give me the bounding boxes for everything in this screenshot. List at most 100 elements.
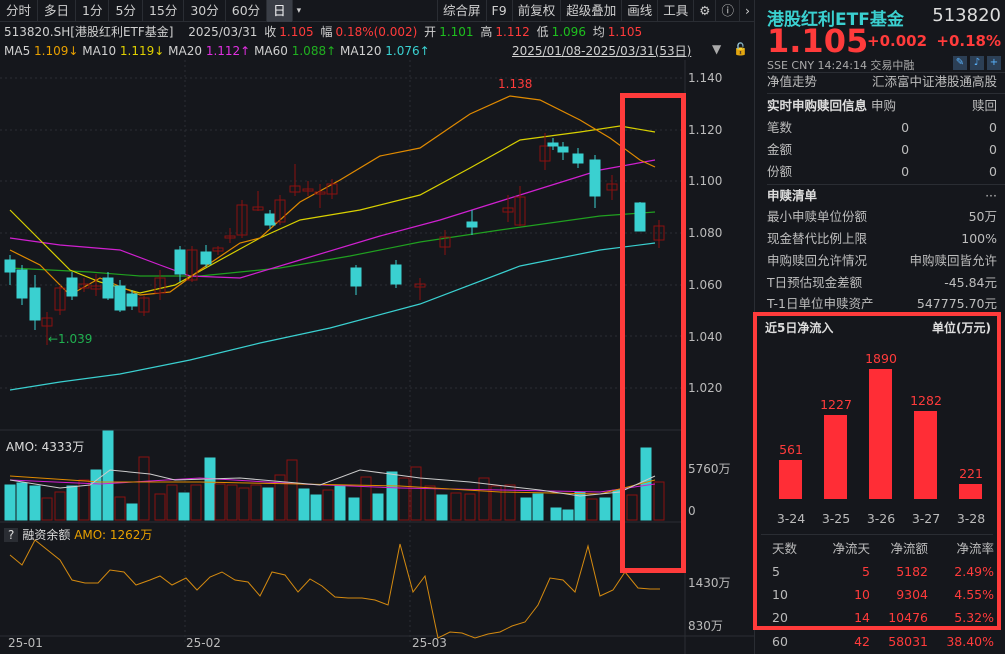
ma20-value: 1.112↑ [205, 44, 251, 58]
tab-5min[interactable]: 5分 [109, 0, 143, 22]
cell: 58031 [888, 634, 928, 649]
adjust-button[interactable]: 前复权 [511, 0, 561, 22]
ma5-value: 1.109↓ [34, 44, 79, 58]
nav-label: 净值走势 [767, 74, 818, 89]
kline-chart[interactable]: 1.138 ←1.039 [0, 60, 755, 654]
y-tick: 1.060 [688, 278, 723, 292]
fin-y-tick: 1430万 [688, 576, 731, 590]
row-label: 申购赎回允许情况 [767, 253, 868, 268]
tab-60min[interactable]: 60分 [226, 0, 268, 22]
value: 0 [989, 164, 997, 179]
inflow-value: 221 [959, 465, 983, 481]
cell: 20 [772, 610, 788, 625]
nav-row[interactable]: 净值走势 汇添富中证港股通高股 [767, 72, 997, 92]
lock-icon[interactable]: 🔓 [733, 42, 748, 56]
bell-icon[interactable]: ♪ [970, 56, 984, 70]
financing-label: 融资余额 [22, 528, 71, 542]
net-inflow-panel: 近5日净流入 单位(万元) 561 3-24 1227 3-25 1890 3-26 128… [753, 312, 1001, 630]
realtime-header: 实时申购赎回信息 [767, 98, 868, 113]
row-label: 笔数 [767, 120, 793, 135]
ma5-label: MA5 [4, 44, 35, 58]
chevron-right-icon[interactable]: › [739, 0, 755, 22]
inflow-date: 3-26 [866, 511, 896, 526]
change-value: 0.18%(0.002) [335, 25, 418, 39]
inflow-value: 1282 [910, 392, 942, 408]
pencil-icon[interactable]: ✎ [953, 56, 967, 70]
ma60-label: MA60 [254, 44, 292, 58]
open-label: 开 [424, 25, 437, 39]
date-range-selector[interactable]: 2025/01/08-2025/03/31(53日) [512, 44, 692, 58]
x-tick: 25-01 [8, 636, 43, 650]
security-name: 513820.SH[港股红利ETF基金] [4, 25, 174, 39]
cell: 14 [854, 610, 870, 625]
row-value: 50万 [968, 209, 997, 224]
inflow-unit: 单位(万元) [932, 321, 991, 335]
col-header: 净流率 [956, 541, 994, 556]
cell: 5 [862, 564, 870, 579]
redeem-col: 赎回 [971, 98, 997, 113]
tools-button[interactable]: 工具 [657, 0, 693, 22]
tab-30min[interactable]: 30分 [184, 0, 226, 22]
cell: 5 [772, 564, 780, 579]
tab-multiday[interactable]: 多日 [38, 0, 77, 22]
tab-1min[interactable]: 1分 [76, 0, 110, 22]
overlay-button[interactable]: 超级叠加 [560, 0, 621, 22]
low-value: 1.096 [551, 25, 586, 39]
help-icon[interactable]: ? [4, 528, 19, 542]
cell: 60 [772, 634, 788, 649]
table-row: 60 42 58031 38.40% [768, 631, 994, 653]
ma10-value: 1.119↓ [119, 44, 165, 58]
overview-button[interactable]: 综合屏 [437, 0, 486, 22]
tab-intraday[interactable]: 分时 [0, 0, 39, 22]
value: 0 [901, 142, 910, 157]
toolbar: 综合屏 F9 前复权 超级叠加 画线 工具 ⚙ ⓘ › [437, 0, 755, 22]
col-header: 净流天 [832, 541, 870, 556]
draw-button[interactable]: 画线 [621, 0, 657, 22]
cell: 10476 [888, 610, 928, 625]
gear-icon[interactable]: ⚙ [693, 0, 715, 22]
cell: 4.55% [954, 587, 994, 602]
row-label: 金额 [767, 142, 793, 157]
avg-value: 1.105 [607, 25, 643, 39]
y-tick: 1.080 [688, 226, 723, 240]
plus-icon[interactable]: + [987, 56, 1001, 70]
y-tick: 1.100 [688, 174, 723, 188]
amo-y-tick: 0 [688, 504, 696, 518]
inflow-date: 3-27 [911, 511, 941, 526]
cell: 5182 [896, 564, 928, 579]
period-dropdown-icon[interactable]: ▾ [296, 5, 302, 16]
help-icon[interactable]: ⓘ [715, 0, 739, 22]
inflow-value: 561 [779, 442, 803, 458]
amo-y-tick: 5760万 [688, 462, 731, 476]
table-row: 10 10 9304 4.55% [768, 584, 994, 606]
y-tick: 1.040 [688, 330, 723, 344]
tab-15min[interactable]: 15分 [143, 0, 185, 22]
row-value: 547775.70元 [916, 296, 997, 311]
close-label: 收 [264, 25, 277, 39]
cell: 2.49% [954, 564, 994, 579]
fin-y-tick: 830万 [688, 619, 723, 633]
more-icon[interactable]: ··· [985, 188, 997, 203]
inflow-bar [869, 369, 892, 499]
table-row: 5 5 5182 2.49% [768, 561, 994, 583]
col-header: 天数 [772, 541, 798, 556]
value: 0 [901, 120, 910, 135]
value: 0 [989, 120, 997, 135]
fund-code: 513820 [932, 5, 1001, 26]
inflow-date: 3-24 [776, 511, 806, 526]
f9-button[interactable]: F9 [485, 0, 512, 22]
dropdown-triangle-icon[interactable]: ▼ [712, 42, 722, 56]
ma10-label: MA10 [82, 44, 120, 58]
kline-panel: 分时 多日 1分 5分 15分 30分 60分 日 ▾ 综合屏 F9 前复权 超… [0, 0, 755, 654]
row-label: 现金替代比例上限 [767, 231, 868, 246]
list-header: 申赎清单 [767, 188, 818, 203]
inflow-bar [779, 460, 802, 499]
row-label: 份额 [767, 164, 793, 179]
ma60-value: 1.088↑ [291, 44, 337, 58]
avg-label: 均 [592, 25, 605, 39]
x-tick: 25-02 [186, 636, 221, 650]
ma120-value: 1.076↑ [385, 44, 430, 58]
low-marker: ←1.039 [48, 332, 92, 346]
tab-day[interactable]: 日 [267, 0, 293, 22]
table-header: 天数 净流天 净流额 净流率 [768, 538, 994, 560]
